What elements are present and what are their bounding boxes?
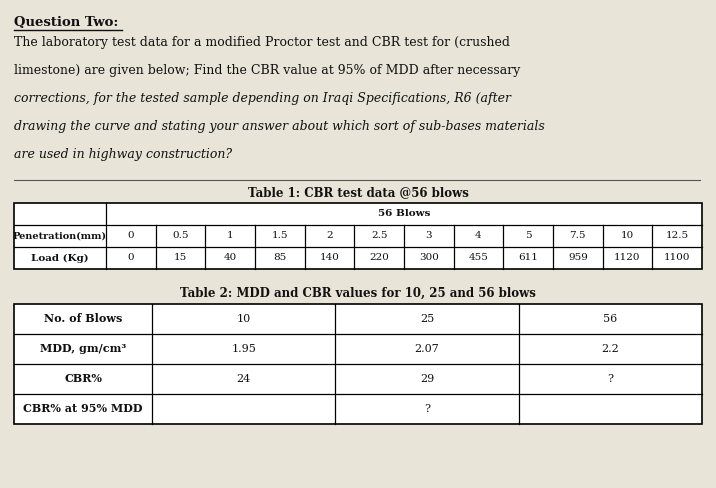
Text: corrections, for the tested sample depending on Iraqi Specifications, R6 (after: corrections, for the tested sample depen… — [14, 92, 511, 105]
Text: 1: 1 — [227, 231, 233, 241]
Text: 959: 959 — [568, 253, 588, 263]
Text: drawing the curve and stating your answer about which sort of sub-bases material: drawing the curve and stating your answe… — [14, 120, 545, 133]
Text: The laboratory test data for a modified Proctor test and CBR test for (crushed: The laboratory test data for a modified … — [14, 36, 510, 49]
Text: CBR% at 95% MDD: CBR% at 95% MDD — [23, 404, 142, 414]
Text: No. of Blows: No. of Blows — [44, 313, 122, 325]
Text: limestone) are given below; Find the CBR value at 95% of MDD after necessary: limestone) are given below; Find the CBR… — [14, 64, 521, 77]
Text: CBR%: CBR% — [64, 373, 102, 385]
Text: Penetration(mm): Penetration(mm) — [13, 231, 107, 241]
Bar — [14, 203, 702, 269]
Text: ?: ? — [607, 374, 614, 384]
Text: 56 Blows: 56 Blows — [378, 209, 430, 219]
Text: 1100: 1100 — [664, 253, 690, 263]
Text: 1.5: 1.5 — [271, 231, 288, 241]
Text: 300: 300 — [419, 253, 439, 263]
Text: 611: 611 — [518, 253, 538, 263]
Text: 140: 140 — [319, 253, 339, 263]
Text: ?: ? — [424, 404, 430, 414]
Text: 0: 0 — [127, 253, 134, 263]
Text: 1120: 1120 — [614, 253, 641, 263]
Text: 7.5: 7.5 — [570, 231, 586, 241]
Text: 5: 5 — [525, 231, 531, 241]
Text: 2.07: 2.07 — [415, 344, 440, 354]
Text: 29: 29 — [420, 374, 434, 384]
Text: Question Two:: Question Two: — [14, 16, 118, 29]
Text: 2: 2 — [326, 231, 333, 241]
Text: 10: 10 — [236, 314, 251, 324]
Text: 1.95: 1.95 — [231, 344, 256, 354]
Text: 15: 15 — [174, 253, 187, 263]
Text: 220: 220 — [369, 253, 389, 263]
Text: 0: 0 — [127, 231, 134, 241]
Text: 4: 4 — [475, 231, 482, 241]
Text: 25: 25 — [420, 314, 434, 324]
Text: 2.5: 2.5 — [371, 231, 387, 241]
Text: Table 1: CBR test data @56 blows: Table 1: CBR test data @56 blows — [248, 186, 468, 199]
Text: 10: 10 — [621, 231, 634, 241]
Text: Table 2: MDD and CBR values for 10, 25 and 56 blows: Table 2: MDD and CBR values for 10, 25 a… — [180, 287, 536, 300]
Text: 24: 24 — [236, 374, 251, 384]
Text: MDD, gm/cm³: MDD, gm/cm³ — [40, 344, 126, 354]
Text: Load (Kg): Load (Kg) — [32, 253, 89, 263]
Text: 455: 455 — [468, 253, 488, 263]
Text: 2.2: 2.2 — [601, 344, 619, 354]
Text: 3: 3 — [425, 231, 432, 241]
Text: 12.5: 12.5 — [666, 231, 689, 241]
Text: 40: 40 — [223, 253, 237, 263]
Text: 0.5: 0.5 — [173, 231, 189, 241]
Text: are used in highway construction?: are used in highway construction? — [14, 148, 232, 161]
Bar — [14, 304, 702, 424]
Text: 85: 85 — [274, 253, 286, 263]
Text: 56: 56 — [603, 314, 617, 324]
